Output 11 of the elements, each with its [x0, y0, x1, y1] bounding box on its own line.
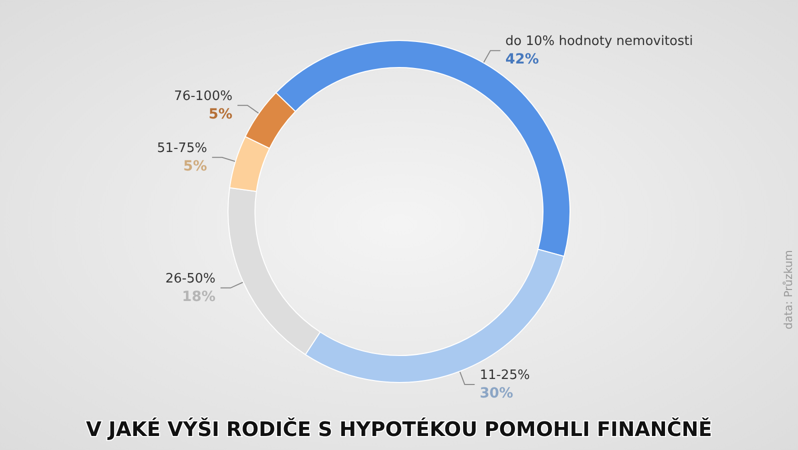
- slice-label: 51-75%: [156, 140, 208, 156]
- slice-label: 76-100%: [174, 88, 232, 104]
- data-label: 5%: [183, 158, 208, 174]
- data-label: 30%: [480, 385, 514, 402]
- data-label: 5%: [208, 106, 232, 122]
- slice-label: 11-25%: [480, 368, 530, 383]
- data-label: 42%: [505, 52, 539, 68]
- text: data: Průzkum: [782, 250, 795, 330]
- slice-label: 26-50%: [165, 271, 216, 286]
- text: V JAKÉ VÝŠI RODIČE S HYPOTÉKOU POMOHLI FINANČNĚ: [86, 417, 712, 441]
- slice-label: do 10% hodnoty nemovitosti: [505, 34, 694, 50]
